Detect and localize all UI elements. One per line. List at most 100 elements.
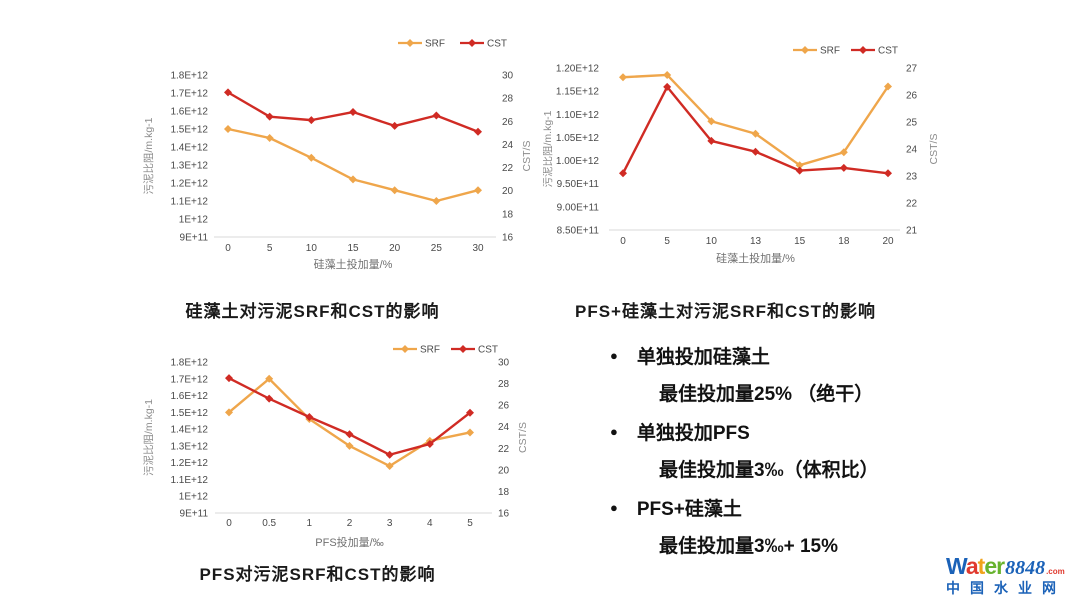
list-item: ● 单独投加硅藻土	[602, 342, 952, 368]
svg-text:15: 15	[794, 236, 806, 247]
svg-text:8.50E+11: 8.50E+11	[557, 226, 600, 237]
logo-wordmark: Water 8848 .com	[946, 553, 1080, 579]
svg-text:CST: CST	[487, 39, 507, 50]
series-cst	[619, 82, 892, 178]
legend-item-srf: SRF	[398, 39, 445, 50]
logo-letter: W	[946, 553, 967, 579]
svg-text:18: 18	[498, 487, 510, 498]
legend-item-cst: CST	[460, 39, 507, 50]
legend-item-srf: SRF	[393, 345, 440, 356]
bullet-icon: ●	[610, 423, 618, 439]
svg-text:污泥比阻/m.kg-1: 污泥比阻/m.kg-1	[142, 117, 155, 194]
axis-ticks: 1.8E+12 1.7E+12 1.6E+12 1.5E+12 1.4E+12 1.3E+…	[142, 71, 533, 272]
svg-text:13: 13	[750, 236, 762, 247]
svg-text:1.5E+12: 1.5E+12	[170, 125, 208, 136]
note-head-text: 单独投加PFS	[636, 422, 750, 444]
svg-text:1.05E+12: 1.05E+12	[556, 133, 600, 144]
svg-text:1.4E+12: 1.4E+12	[170, 425, 208, 436]
note-sub-text: 最佳投加量3‰+ 15%	[659, 536, 838, 557]
svg-text:硅藻土投加量/%: 硅藻土投加量/%	[314, 257, 393, 271]
svg-text:10: 10	[306, 243, 318, 254]
svg-text:CST/S: CST/S	[521, 141, 533, 172]
svg-text:24: 24	[906, 145, 918, 156]
series-cst	[225, 374, 474, 459]
logo-subtitle: 中国水业网	[946, 580, 1066, 596]
chart-diatomite-plot: 1.8E+12 1.7E+12 1.6E+12 1.5E+12 1.4E+12 1.3E+…	[142, 39, 533, 272]
svg-text:24: 24	[502, 140, 514, 151]
logo-letter: t	[977, 553, 986, 579]
chart-title-diatomite: 硅藻土对污泥SRF和CST的影响	[185, 302, 440, 321]
svg-text:3: 3	[387, 518, 393, 529]
chart-title-pfs-plus-diatomite: PFS+硅藻土对污泥SRF和CST的影响	[575, 302, 876, 321]
logo-number: 8848	[1005, 557, 1046, 579]
svg-text:15: 15	[347, 243, 359, 254]
water8848-logo: Water 8848 .com 中国水业网	[946, 553, 1080, 596]
svg-text:SRF: SRF	[425, 39, 445, 50]
svg-text:1.6E+12: 1.6E+12	[170, 107, 208, 118]
chart-title-pfs: PFS对污泥SRF和CST的影响	[199, 565, 436, 584]
bullet-icon: ●	[610, 499, 618, 515]
svg-text:23: 23	[906, 172, 918, 183]
svg-text:20: 20	[882, 236, 894, 247]
svg-text:1.10E+12: 1.10E+12	[556, 110, 600, 121]
legend-item-cst: CST	[851, 46, 898, 57]
series-srf	[225, 374, 474, 471]
svg-text:1.2E+12: 1.2E+12	[170, 458, 208, 469]
svg-text:16: 16	[502, 233, 514, 244]
svg-text:20: 20	[502, 186, 514, 197]
axis-ticks: 1.20E+12 1.15E+12 1.10E+12 1.05E+12 1.00E+12…	[541, 64, 940, 266]
svg-text:27: 27	[906, 64, 918, 75]
svg-text:1.1E+12: 1.1E+12	[170, 197, 208, 208]
legend-item-cst: CST	[451, 345, 498, 356]
series-srf	[619, 70, 892, 170]
svg-text:28: 28	[502, 94, 514, 105]
note-sub-text: 最佳投加量3‰（体积比）	[659, 460, 879, 481]
svg-text:CST: CST	[478, 345, 498, 356]
svg-text:22: 22	[502, 163, 514, 174]
svg-text:21: 21	[906, 226, 918, 237]
svg-text:26: 26	[906, 91, 918, 102]
svg-text:CST/S: CST/S	[517, 422, 529, 453]
svg-text:9E+11: 9E+11	[180, 509, 209, 520]
svg-text:25: 25	[431, 243, 443, 254]
chart-pfs: 1.8E+12 1.7E+12 1.6E+12 1.5E+12 1.4E+12 1.3E+…	[140, 335, 540, 568]
legend-item-srf: SRF	[793, 46, 840, 57]
svg-text:硅藻土投加量/%: 硅藻土投加量/%	[716, 251, 795, 265]
svg-text:1.20E+12: 1.20E+12	[556, 64, 600, 75]
chart-pfs-plot: 1.8E+12 1.7E+12 1.6E+12 1.5E+12 1.4E+12 1.3E+…	[142, 345, 529, 550]
svg-text:30: 30	[472, 243, 484, 254]
logo-letter: a	[965, 553, 979, 579]
svg-text:1.8E+12: 1.8E+12	[170, 71, 208, 82]
svg-text:1.6E+12: 1.6E+12	[170, 391, 208, 402]
svg-text:9.50E+11: 9.50E+11	[557, 179, 600, 190]
svg-text:0: 0	[620, 236, 626, 247]
svg-text:10: 10	[706, 236, 718, 247]
svg-text:1.7E+12: 1.7E+12	[170, 374, 208, 385]
svg-text:30: 30	[498, 358, 510, 369]
svg-text:PFS投加量/‰: PFS投加量/‰	[315, 535, 383, 549]
note-head-text: 单独投加硅藻土	[636, 346, 770, 368]
note-head-text: PFS+硅藻土	[636, 498, 742, 520]
svg-text:26: 26	[502, 117, 514, 128]
svg-text:9.00E+11: 9.00E+11	[557, 202, 600, 213]
svg-text:污泥比阻/m.kg-1: 污泥比阻/m.kg-1	[543, 110, 554, 187]
svg-text:28: 28	[498, 379, 510, 390]
logo-word: Water	[946, 553, 1005, 579]
svg-text:1E+12: 1E+12	[179, 492, 209, 503]
list-item: ● 单独投加PFS	[602, 418, 952, 444]
svg-text:22: 22	[906, 199, 918, 210]
svg-text:0.5: 0.5	[262, 518, 276, 529]
series-srf	[224, 125, 482, 205]
logo-letter: r	[996, 553, 1005, 579]
svg-text:1.2E+12: 1.2E+12	[170, 179, 208, 190]
svg-text:CST/S: CST/S	[928, 134, 940, 165]
svg-text:SRF: SRF	[820, 46, 840, 57]
svg-text:16: 16	[498, 509, 510, 520]
svg-text:1.3E+12: 1.3E+12	[170, 161, 208, 172]
axis-ticks: 1.8E+12 1.7E+12 1.6E+12 1.5E+12 1.4E+12 1.3E+…	[142, 358, 529, 550]
note-sub-text: 最佳投加量25% （绝干）	[659, 384, 874, 405]
svg-text:5: 5	[267, 243, 273, 254]
svg-text:SRF: SRF	[420, 345, 440, 356]
series-cst	[224, 88, 482, 136]
svg-text:2: 2	[347, 518, 353, 529]
